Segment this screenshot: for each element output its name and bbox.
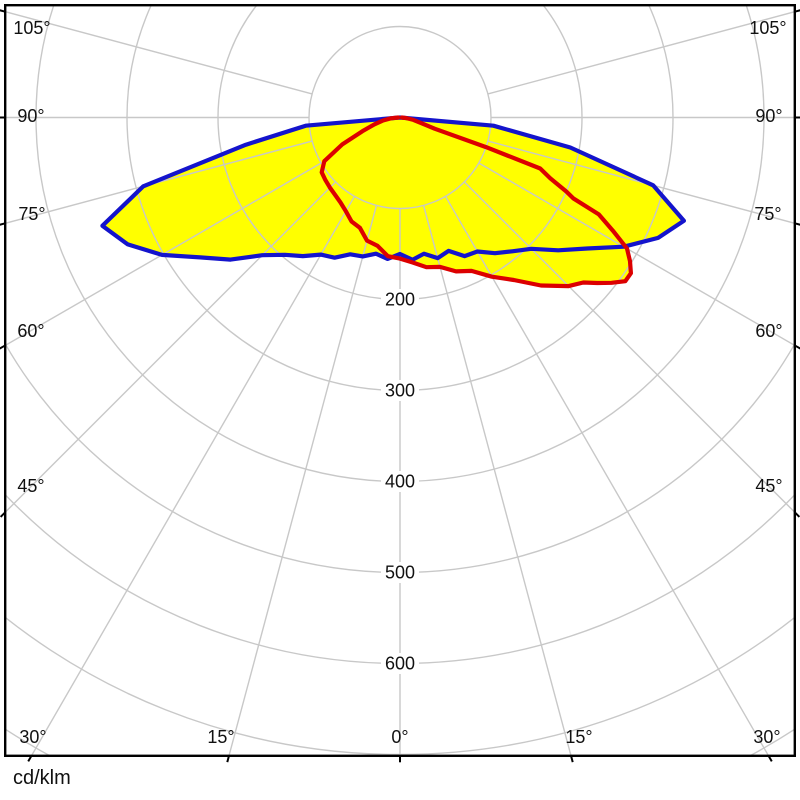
angle-label: 15° xyxy=(565,727,592,747)
intensity-region-fill-curve-red xyxy=(321,117,631,287)
grid-spoke xyxy=(5,10,313,95)
radial-label: 300 xyxy=(385,381,415,401)
curve-red xyxy=(319,115,633,289)
grid-spoke xyxy=(5,162,322,347)
grid-spoke xyxy=(422,205,572,756)
grid-spoke xyxy=(5,181,337,514)
unit-label: cd/klm xyxy=(13,767,71,789)
radial-label-bg xyxy=(381,653,419,674)
angle-label: 0° xyxy=(391,727,408,747)
angle-label: 75° xyxy=(18,204,45,224)
angle-label: 30° xyxy=(19,727,46,747)
grid-spoke xyxy=(478,162,795,347)
angle-label: 105° xyxy=(749,18,786,38)
angle-label: 90° xyxy=(17,106,44,126)
radial-label-bg xyxy=(381,380,419,401)
radial-label: 500 xyxy=(385,563,415,583)
angle-label: 90° xyxy=(755,106,782,126)
grid-spoke xyxy=(444,195,770,756)
angle-label: 15° xyxy=(207,727,234,747)
radial-label-bg xyxy=(381,562,419,583)
radial-label-bg xyxy=(381,471,419,492)
grid-spoke xyxy=(30,195,356,756)
angle-label: 45° xyxy=(755,476,782,496)
angle-label: 105° xyxy=(13,18,50,38)
grid-spoke xyxy=(487,140,795,225)
grid-spoke xyxy=(487,10,795,95)
angle-label: 60° xyxy=(755,321,782,341)
radial-label: 400 xyxy=(385,472,415,492)
grid-spoke xyxy=(5,140,313,225)
plot-border xyxy=(3,3,796,757)
angle-label: 75° xyxy=(754,204,781,224)
angle-label: 45° xyxy=(17,476,44,496)
angle-label: 30° xyxy=(753,727,780,747)
radial-label: 600 xyxy=(385,654,415,674)
radial-label: 200 xyxy=(385,290,415,310)
grid-spoke xyxy=(463,181,795,514)
radial-label-bg xyxy=(381,289,419,310)
grid-spoke xyxy=(228,205,378,756)
angle-label: 60° xyxy=(17,321,44,341)
